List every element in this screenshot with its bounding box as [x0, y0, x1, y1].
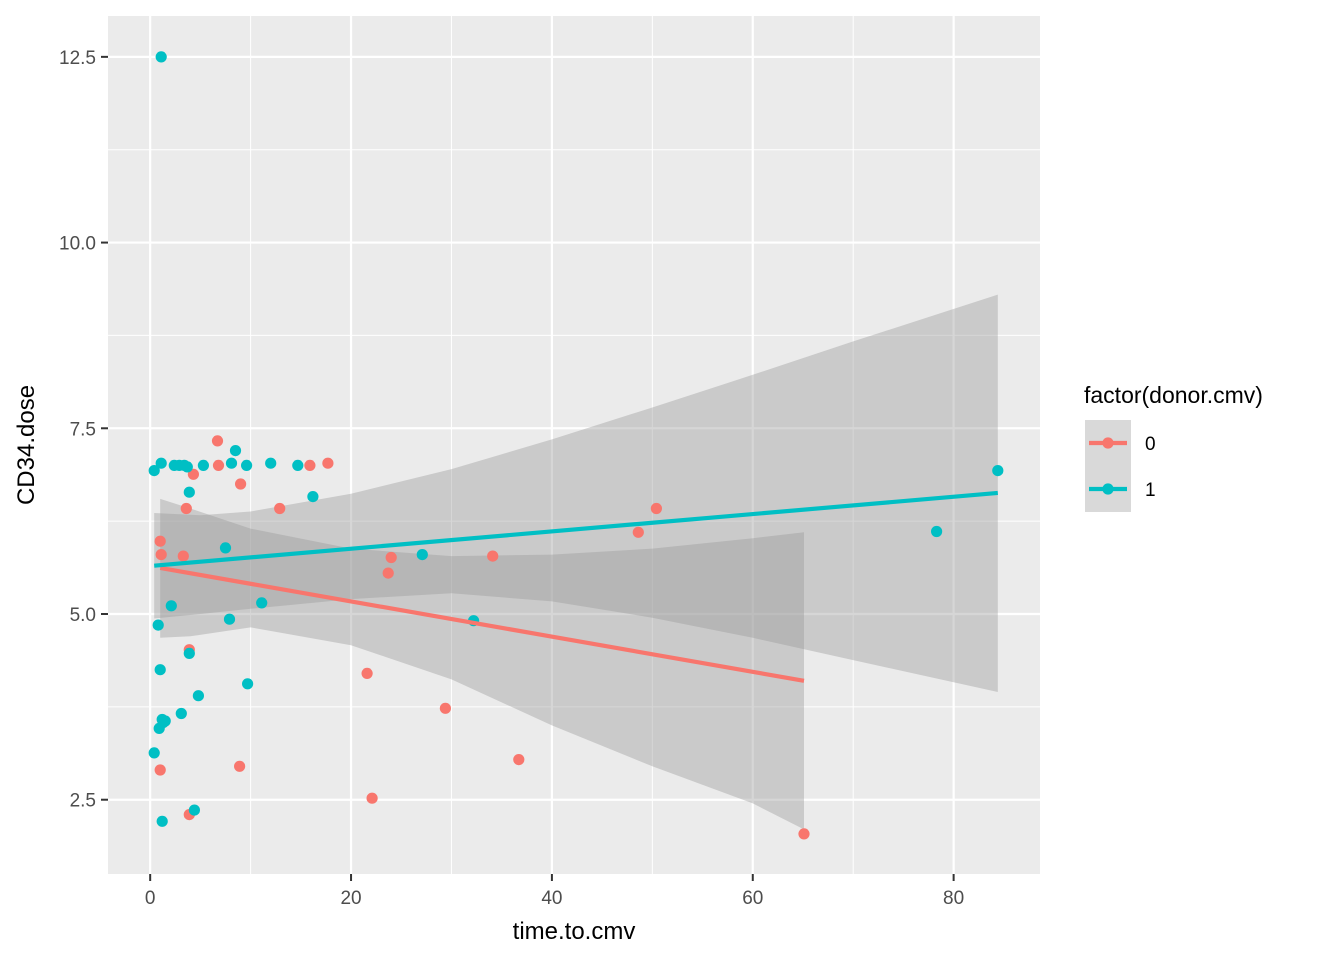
data-point-series-0 [632, 526, 644, 538]
x-axis: 0 20 40 60 80 [145, 874, 964, 909]
x-axis-title: time.to.cmv [513, 918, 636, 945]
legend-keys: 01 [1085, 420, 1156, 512]
legend-key-point [1102, 437, 1114, 449]
data-point-series-0 [187, 468, 199, 480]
data-point-series-0 [513, 754, 525, 766]
data-point-series-1 [165, 600, 177, 612]
data-point-series-0 [439, 702, 451, 714]
data-point-series-0 [382, 567, 394, 579]
legend-key-point [1102, 483, 1114, 495]
data-point-series-0 [366, 792, 378, 804]
data-point-series-1 [183, 486, 195, 498]
data-point-series-1 [197, 459, 209, 471]
legend: factor(donor.cmv) 01 [1084, 382, 1263, 512]
x-tick-label: 80 [943, 888, 964, 909]
data-point-series-1 [153, 722, 165, 735]
data-point-series-1 [156, 815, 168, 827]
y-axis-title: CD34.dose [13, 385, 40, 505]
data-point-series-0 [212, 459, 225, 471]
y-tick-label: 12.5 [59, 48, 96, 69]
y-tick-label: 10.0 [59, 234, 96, 255]
data-point-series-0 [155, 549, 167, 561]
data-point-series-1 [155, 457, 167, 469]
data-point-series-1 [148, 747, 160, 759]
data-point-series-0 [154, 764, 166, 776]
data-point-series-0 [180, 502, 192, 515]
data-point-series-0 [798, 828, 810, 840]
plot-panel [108, 16, 1040, 874]
data-point-series-0 [177, 550, 189, 562]
data-point-series-1 [931, 525, 943, 538]
legend-label: 0 [1145, 434, 1156, 455]
data-point-series-1 [154, 664, 166, 676]
data-point-series-1 [992, 465, 1004, 477]
confidence-bands [154, 294, 998, 830]
x-tick-label: 60 [742, 888, 763, 909]
y-tick-label: 2.5 [70, 791, 96, 812]
data-point-series-1 [242, 678, 254, 690]
data-point-series-1 [223, 613, 236, 625]
data-point-series-1 [155, 51, 167, 63]
data-point-series-1 [188, 804, 200, 816]
data-point-series-1 [148, 465, 160, 477]
y-tick-label: 7.5 [70, 419, 96, 440]
data-point-series-0 [154, 535, 166, 547]
y-tick-label: 5.0 [70, 605, 96, 626]
legend-title: factor(donor.cmv) [1084, 382, 1263, 408]
data-point-series-1 [175, 707, 187, 720]
x-tick-label: 20 [340, 888, 361, 909]
data-point-series-0 [385, 551, 397, 564]
confidence-band-series-0 [160, 498, 804, 830]
data-points [148, 51, 1004, 840]
data-point-series-0 [304, 459, 316, 471]
grid-major [108, 16, 1040, 874]
fit-line-series-1 [154, 490, 998, 568]
data-point-series-0 [650, 502, 663, 515]
data-point-series-1 [229, 445, 242, 457]
data-point-series-1 [241, 459, 253, 471]
fit-lines [154, 490, 998, 683]
fit-line-series-0 [159, 565, 805, 683]
x-tick-label: 40 [541, 888, 562, 909]
grid-minor [108, 16, 1040, 874]
data-point-series-0 [322, 457, 334, 469]
data-point-series-1 [183, 647, 195, 660]
data-point-series-1 [416, 549, 428, 561]
data-point-series-1 [292, 459, 304, 471]
legend-label: 1 [1145, 480, 1156, 501]
data-point-series-0 [211, 435, 224, 447]
data-point-series-0 [487, 550, 499, 562]
data-point-series-1 [219, 542, 232, 554]
data-point-series-1 [256, 597, 268, 609]
data-point-series-0 [361, 667, 373, 680]
data-point-series-1 [307, 491, 319, 503]
data-point-series-0 [235, 478, 247, 490]
data-point-series-1 [181, 461, 193, 473]
data-point-series-1 [192, 690, 204, 702]
data-point-series-1 [152, 619, 164, 631]
data-point-series-0 [274, 502, 286, 515]
y-axis: 2.5 5.0 7.5 10.0 12.5 [59, 48, 108, 812]
data-point-series-1 [225, 457, 238, 469]
data-point-series-0 [234, 760, 246, 772]
confidence-band-series-1 [154, 294, 998, 692]
data-point-series-1 [265, 457, 277, 469]
x-tick-label: 0 [145, 888, 156, 909]
